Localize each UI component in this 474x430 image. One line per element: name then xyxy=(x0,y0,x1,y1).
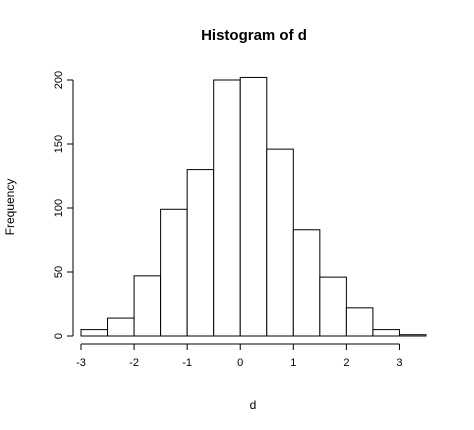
histogram-bar xyxy=(292,229,321,337)
x-tick-label: -2 xyxy=(129,357,139,369)
histogram-bar xyxy=(345,307,374,337)
histogram-bar xyxy=(80,329,109,337)
histogram-bar xyxy=(213,79,241,337)
x-tick-label: 0 xyxy=(237,357,243,369)
histogram-bar xyxy=(239,76,268,337)
chart-title: Histogram of d xyxy=(201,27,307,44)
x-tick-label: 1 xyxy=(290,357,296,369)
y-axis: 0 50 100 150 200 xyxy=(53,71,74,339)
histogram-bar xyxy=(133,275,162,337)
y-tick-label: 150 xyxy=(53,135,65,153)
histogram-bar xyxy=(186,169,215,337)
y-tick-label: 100 xyxy=(53,199,65,217)
histogram-bar xyxy=(160,208,188,337)
x-axis-label: d xyxy=(250,398,257,412)
histogram-bar xyxy=(319,276,347,337)
x-axis: -3 -2 -1 0 1 2 3 xyxy=(76,343,403,369)
y-tick-label: 0 xyxy=(53,333,65,339)
histogram-bar xyxy=(107,317,135,337)
histogram-bar xyxy=(266,148,294,337)
bars-group xyxy=(80,76,427,337)
x-tick-label: 3 xyxy=(396,357,402,369)
y-axis-label: Frequency xyxy=(3,179,17,236)
x-tick-label: -3 xyxy=(76,357,86,369)
histogram-bar xyxy=(398,334,427,337)
histogram-bar xyxy=(372,329,400,337)
x-tick-label: 2 xyxy=(343,357,349,369)
y-tick-label: 200 xyxy=(53,71,65,89)
x-tick-label: -1 xyxy=(182,357,192,369)
y-tick-label: 50 xyxy=(53,266,65,278)
